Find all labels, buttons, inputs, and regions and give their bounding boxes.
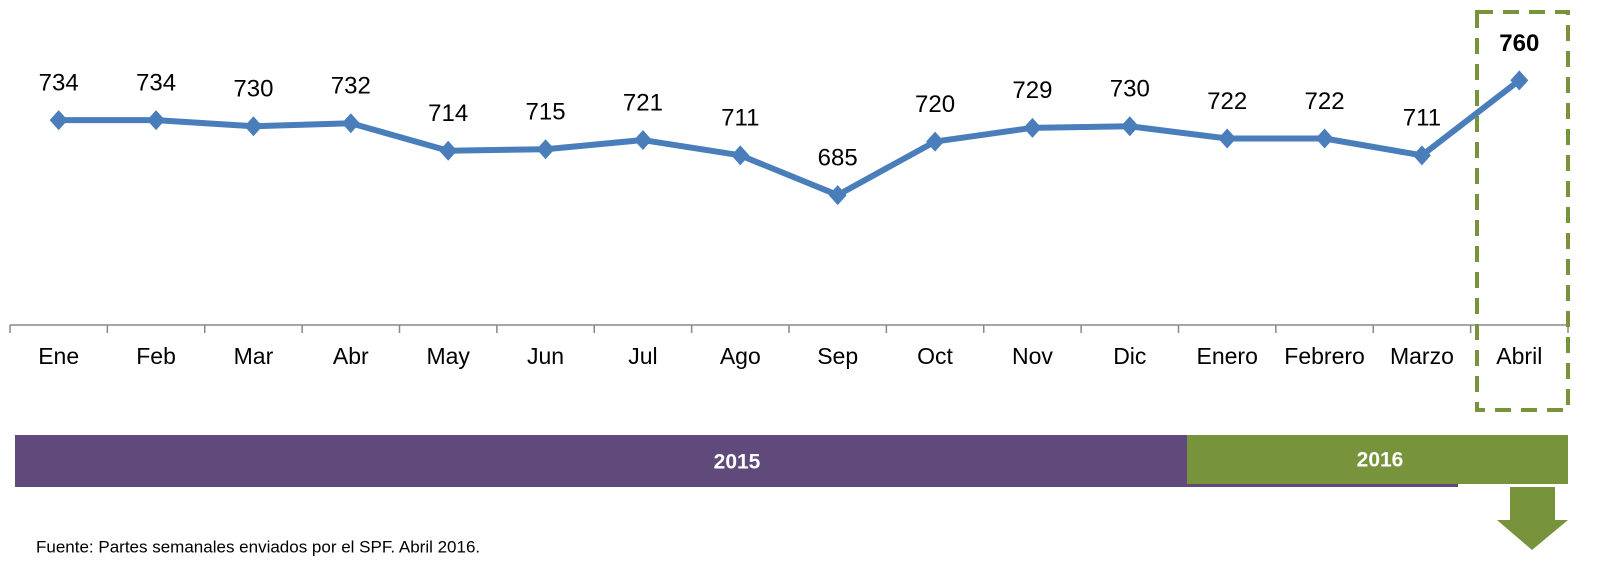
data-label: 730	[233, 76, 273, 103]
x-tick-label: Jun	[527, 343, 564, 369]
data-label: 730	[1110, 76, 1150, 103]
x-tick-label: Nov	[1012, 343, 1053, 369]
x-tick-label: Abr	[333, 343, 369, 369]
x-tick-label: Enero	[1197, 343, 1258, 369]
data-label: 721	[623, 89, 663, 116]
data-point	[1218, 128, 1237, 149]
data-label: 720	[915, 91, 955, 118]
data-point	[1120, 116, 1139, 137]
data-label: 722	[1207, 88, 1247, 115]
data-point	[633, 130, 652, 151]
x-tick-label: Mar	[234, 343, 274, 369]
period-bar	[1187, 435, 1568, 484]
x-tick-label: Jul	[628, 343, 657, 369]
data-label: 714	[428, 100, 468, 127]
x-tick-label: Oct	[917, 343, 953, 369]
x-tick-label: Febrero	[1284, 343, 1365, 369]
data-label: 711	[1403, 105, 1441, 132]
x-tick-label: Dic	[1113, 343, 1146, 369]
data-point	[1315, 128, 1334, 149]
data-point	[439, 140, 458, 161]
data-label: 685	[818, 144, 858, 171]
data-point	[1023, 117, 1042, 138]
x-tick-label: Ago	[720, 343, 761, 369]
x-tick-label: Feb	[136, 343, 176, 369]
period-label: 2015	[714, 451, 761, 474]
data-label: 734	[39, 70, 79, 97]
source-note: Fuente: Partes semanales enviados por el…	[36, 537, 480, 556]
data-point	[1412, 145, 1431, 166]
highlight-box	[1475, 10, 1570, 412]
period-label: 2016	[1357, 449, 1404, 472]
x-tick-label: Marzo	[1390, 343, 1454, 369]
x-tick-label: May	[426, 343, 470, 369]
data-point	[341, 113, 360, 134]
arrow	[1497, 487, 1568, 550]
data-label: 715	[526, 99, 566, 126]
data-point	[536, 139, 555, 160]
x-tick-label: Sep	[817, 343, 858, 369]
data-line	[58, 78, 1522, 199]
data-label: 732	[331, 73, 371, 100]
data-label: 734	[136, 70, 176, 97]
x-tick-label: Ene	[38, 343, 79, 369]
data-point	[828, 185, 847, 206]
data-point	[1510, 70, 1529, 91]
data-point	[926, 131, 945, 152]
data-point	[731, 145, 750, 166]
data-label: 722	[1305, 88, 1345, 115]
data-label: 760	[1499, 30, 1539, 57]
data-point	[49, 110, 68, 131]
data-label: 711	[721, 105, 759, 132]
data-point	[244, 116, 263, 137]
data-label: 729	[1012, 77, 1052, 104]
data-point	[147, 110, 166, 131]
x-tick-label: Abril	[1496, 343, 1542, 369]
